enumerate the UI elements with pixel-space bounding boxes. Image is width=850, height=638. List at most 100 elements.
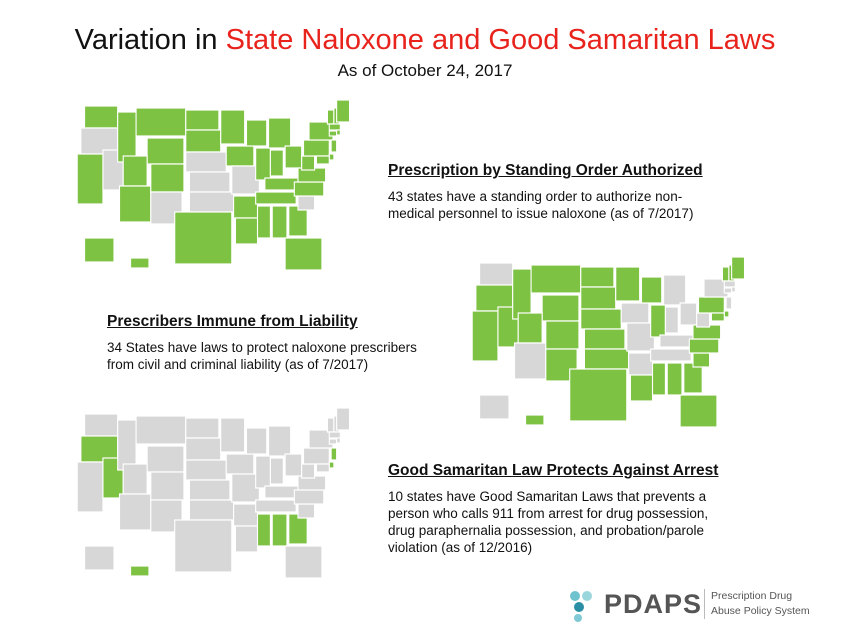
state-in: [664, 306, 679, 334]
state-nj: [330, 447, 338, 461]
state-co: [150, 471, 185, 501]
state-oh: [679, 302, 698, 326]
state-co: [150, 163, 185, 193]
state-il: [255, 147, 271, 181]
state-ne: [185, 151, 227, 173]
state-ky: [264, 485, 299, 499]
state-ia: [620, 302, 650, 324]
state-ri: [336, 129, 341, 136]
state-wa: [84, 105, 119, 129]
state-oh: [284, 145, 303, 169]
state-md: [315, 463, 330, 473]
state-ne: [580, 308, 622, 330]
state-ia: [225, 145, 255, 167]
state-ar: [233, 503, 259, 527]
state-al: [666, 362, 683, 396]
state-vt: [326, 109, 335, 125]
state-sd: [185, 129, 222, 153]
state-az: [118, 185, 152, 223]
state-hi: [525, 414, 545, 426]
state-ne: [185, 459, 227, 481]
state-ms: [256, 205, 271, 239]
state-mt: [135, 415, 187, 445]
state-ut: [122, 463, 148, 495]
state-ct: [328, 130, 338, 137]
state-sc: [297, 503, 316, 519]
state-fl: [284, 545, 323, 579]
state-sc: [297, 195, 316, 211]
state-nj: [330, 139, 338, 153]
page-title: Variation in State Naloxone and Good Sam…: [0, 22, 850, 58]
state-nj: [725, 296, 733, 310]
standing-order-line-1: 43 states have a standing order to autho…: [388, 189, 683, 204]
state-vt: [721, 266, 730, 282]
info-good-samaritan: Good Samaritan Law Protects Against Arre…: [388, 462, 768, 556]
us-map-standing-order: [76, 99, 351, 271]
state-mi: [663, 274, 687, 306]
state-co: [545, 320, 580, 350]
good-samaritan-line-1: 10 states have Good Samaritan Laws that …: [388, 489, 707, 504]
state-me: [336, 99, 351, 123]
state-mi: [268, 425, 292, 457]
state-ri: [731, 286, 736, 293]
state-az: [118, 493, 152, 531]
state-ar: [628, 352, 654, 376]
state-hi: [130, 565, 150, 577]
state-md: [710, 312, 725, 322]
state-il: [650, 304, 666, 338]
state-de: [328, 153, 335, 161]
good-samaritan-heading: Good Samaritan Law Protects Against Arre…: [388, 462, 719, 479]
state-al: [271, 205, 288, 239]
state-id: [117, 419, 137, 471]
state-ca: [76, 461, 104, 513]
state-sc: [692, 352, 711, 368]
state-nc: [293, 181, 325, 197]
state-ak: [479, 394, 510, 420]
state-de: [328, 461, 335, 469]
state-mo: [231, 473, 260, 503]
state-ut: [122, 155, 148, 187]
state-de: [723, 310, 730, 318]
prescriber-immunity-text: 34 States have laws to protect naloxone …: [107, 339, 467, 373]
state-tn: [650, 348, 692, 362]
state-id: [512, 268, 532, 320]
good-samaritan-text: 10 states have Good Samaritan Laws that …: [388, 488, 768, 556]
state-ks: [583, 328, 626, 350]
state-nc: [688, 338, 720, 354]
state-sd: [185, 437, 222, 461]
us-map-prescriber-immunity: [471, 256, 746, 428]
map-prescriber-immunity: [463, 256, 753, 435]
state-ma: [328, 123, 341, 131]
map-good-samaritan: [68, 407, 358, 586]
info-prescriber-immunity: Prescribers Immune from Liability 34 Sta…: [107, 313, 467, 373]
state-id: [117, 111, 137, 163]
good-samaritan-line-2: person who calls 911 from arrest for dru…: [388, 506, 709, 521]
state-oh: [284, 453, 303, 477]
state-wi: [245, 119, 268, 147]
state-mt: [135, 107, 187, 137]
state-la: [234, 525, 259, 553]
state-wi: [245, 427, 268, 455]
state-mt: [530, 264, 582, 294]
state-nd: [185, 109, 220, 131]
state-az: [513, 342, 547, 380]
state-nc: [293, 489, 325, 505]
state-ks: [188, 479, 231, 501]
state-wa: [479, 262, 514, 286]
state-ut: [517, 312, 543, 344]
state-hi: [130, 257, 150, 269]
state-pa: [302, 139, 330, 157]
state-mn: [220, 109, 246, 145]
pdaps-tagline-1: Prescription Drug: [711, 590, 793, 602]
state-vt: [326, 417, 335, 433]
page-subtitle: As of October 24, 2017: [337, 61, 513, 80]
state-mi: [268, 117, 292, 149]
state-la: [234, 217, 259, 245]
state-ia: [225, 453, 255, 475]
state-ca: [471, 310, 499, 362]
prescriber-immunity-heading: Prescribers Immune from Liability: [107, 313, 358, 330]
state-wv: [301, 463, 316, 479]
state-wv: [301, 155, 316, 171]
state-ri: [336, 437, 341, 444]
state-tx: [174, 519, 233, 573]
